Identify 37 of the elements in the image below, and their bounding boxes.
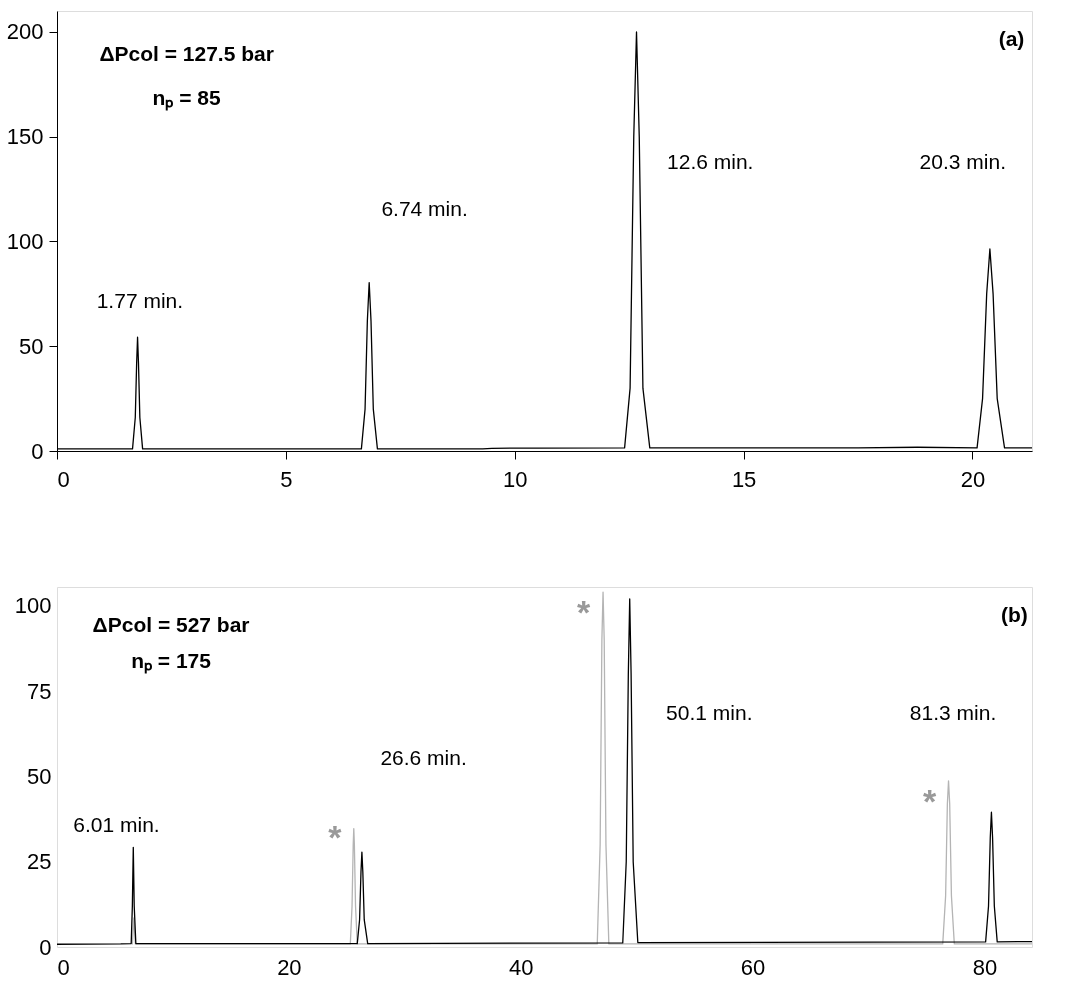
annotation: nₚ = 85 (152, 86, 222, 111)
y-tick-label: 200 (6, 19, 44, 45)
y-tick-label: 0 (31, 438, 44, 464)
x-tick-label: 40 (508, 954, 534, 980)
annotation: * (923, 782, 938, 820)
annotation: 6.01 min. (73, 812, 160, 836)
y-tick-label: 150 (6, 124, 44, 150)
y-tick-label: 0 (39, 934, 52, 960)
annotation: (a) (998, 27, 1025, 51)
annotation: (b) (1001, 603, 1028, 627)
x-tick-label: 0 (57, 954, 70, 980)
x-tick-label: 5 (280, 466, 293, 492)
annotation: ΔPcol = 527 bar (92, 613, 250, 637)
annotation: 50.1 min. (666, 701, 753, 725)
annotation: ΔPcol = 127.5 bar (99, 42, 274, 65)
x-tick-label: 15 (731, 466, 757, 492)
y-tick-label: 75 (27, 678, 52, 704)
x-tick-label: 0 (57, 466, 70, 492)
annotation: nₚ = 175 (131, 648, 212, 674)
annotation: * (328, 818, 343, 856)
y-tick-label: 100 (14, 593, 52, 619)
x-tick-label: 20 (960, 466, 986, 492)
annotation: 20.3 min. (919, 149, 1006, 173)
annotation: 1.77 min. (96, 289, 184, 313)
y-tick-label: 100 (6, 228, 44, 254)
x-tick-label: 80 (972, 954, 998, 980)
annotation: * (576, 593, 591, 631)
x-tick-label: 60 (740, 954, 766, 980)
annotation: 12.6 min. (667, 149, 754, 173)
x-tick-label: 20 (277, 954, 302, 980)
annotation: 81.3 min. (909, 701, 997, 725)
x-tick-label: 10 (503, 466, 528, 492)
y-tick-label: 50 (27, 763, 52, 789)
annotation: 6.74 min. (381, 196, 468, 220)
y-tick-label: 50 (19, 333, 44, 359)
annotation: 26.6 min. (380, 746, 467, 770)
y-tick-label: 25 (27, 849, 52, 875)
